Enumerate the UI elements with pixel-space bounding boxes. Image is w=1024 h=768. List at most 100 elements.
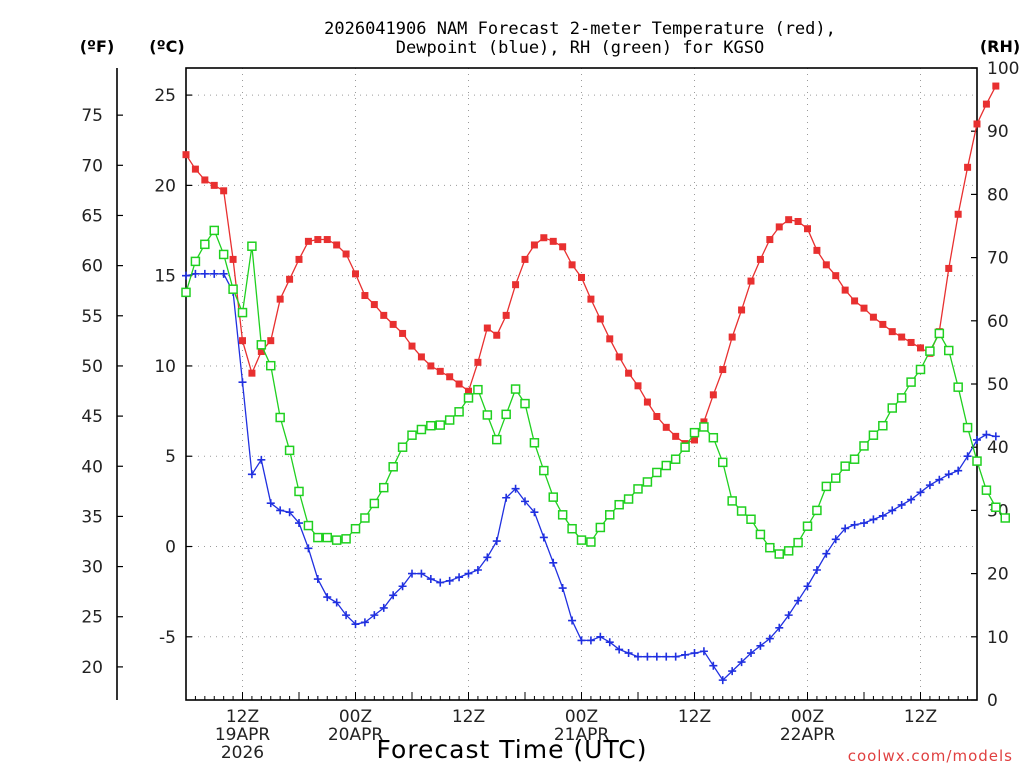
data-point (473, 565, 482, 574)
data-point (322, 532, 332, 543)
fahrenheit-tick-label: 20 (81, 658, 103, 678)
data-point (850, 520, 859, 529)
data-point (408, 569, 416, 578)
data-point (907, 338, 915, 346)
data-point (699, 422, 709, 432)
data-point (331, 535, 342, 545)
data-point (869, 515, 878, 524)
data-point (388, 462, 398, 472)
data-point (662, 423, 670, 431)
data-point (681, 650, 690, 659)
data-point (888, 506, 897, 515)
data-point (803, 582, 812, 591)
data-point (559, 243, 567, 251)
data-point (851, 297, 859, 305)
data-point (614, 499, 624, 510)
data-point (530, 241, 538, 249)
data-point (662, 652, 671, 661)
data-point (982, 430, 991, 439)
data-point (887, 403, 897, 413)
x-tick-label: 22APR (780, 725, 836, 745)
data-point (915, 364, 926, 375)
x-tick-label: 21APR (554, 725, 610, 745)
data-point (642, 477, 653, 487)
data-point (361, 292, 369, 300)
data-point (445, 576, 454, 585)
axes: 20 25 30 35 40 45 50 55 60 65 70 75 -5 0 5 10 15 20 25 0 10 2… (81, 59, 1019, 763)
data-point (653, 413, 661, 421)
data-point (464, 569, 473, 578)
data-point (558, 584, 567, 593)
data-point (276, 295, 284, 303)
data-point (510, 384, 521, 394)
data-point (595, 522, 606, 533)
data-point (868, 430, 879, 440)
data-point (964, 163, 972, 171)
data-point (973, 435, 981, 444)
data-point (323, 236, 331, 244)
data-point (540, 234, 548, 242)
data-point (689, 427, 700, 438)
data-point (888, 328, 896, 336)
data-point (275, 412, 285, 423)
data-point (191, 165, 199, 173)
data-point (266, 360, 276, 371)
data-point (785, 216, 793, 224)
data-point (934, 328, 945, 339)
data-point (728, 667, 737, 676)
data-point (304, 544, 313, 553)
data-point (455, 380, 463, 388)
data-point (898, 333, 906, 341)
data-point (304, 237, 312, 245)
data-point (427, 362, 435, 370)
data-point (398, 582, 407, 591)
rh-tick-label: 70 (987, 249, 1009, 269)
data-point (351, 620, 360, 629)
data-point (210, 269, 219, 278)
data-point (220, 187, 228, 195)
data-point (822, 549, 831, 558)
celsius-unit-label: (ºC) (149, 37, 184, 56)
data-point (736, 506, 747, 516)
data-point (341, 534, 351, 544)
data-point (483, 553, 492, 562)
data-point (446, 373, 454, 381)
data-point (586, 537, 596, 547)
data-point (549, 558, 558, 567)
data-point (379, 482, 389, 493)
data-point (954, 210, 962, 218)
data-point (370, 301, 378, 309)
data-point (256, 340, 267, 350)
data-point (671, 652, 680, 661)
rh-tick-label: 0 (987, 691, 998, 711)
data-point (417, 569, 426, 578)
data-point (925, 481, 934, 490)
data-point (783, 546, 794, 556)
data-point (548, 492, 558, 502)
data-point (247, 470, 256, 479)
data-point (239, 337, 246, 345)
data-point (802, 521, 813, 531)
data-point (465, 387, 472, 395)
data-point (483, 324, 491, 332)
x-tick-label: 20APR (328, 725, 384, 745)
data-point (596, 632, 605, 641)
data-point (238, 378, 247, 387)
data-point (623, 494, 634, 504)
celsius-tick-label: 5 (165, 447, 176, 467)
data-point (539, 533, 548, 542)
data-point (313, 532, 323, 543)
data-point (416, 424, 427, 435)
data-point (436, 578, 445, 587)
data-point (200, 239, 210, 250)
data-point (606, 335, 614, 343)
rh-tick-label: 40 (987, 438, 1009, 458)
data-point (700, 418, 708, 426)
data-point (661, 460, 671, 471)
data-point (982, 100, 990, 108)
data-point (765, 634, 774, 643)
data-point (380, 311, 388, 319)
data-point (286, 275, 294, 283)
data-point (973, 120, 981, 128)
data-point (935, 475, 944, 484)
